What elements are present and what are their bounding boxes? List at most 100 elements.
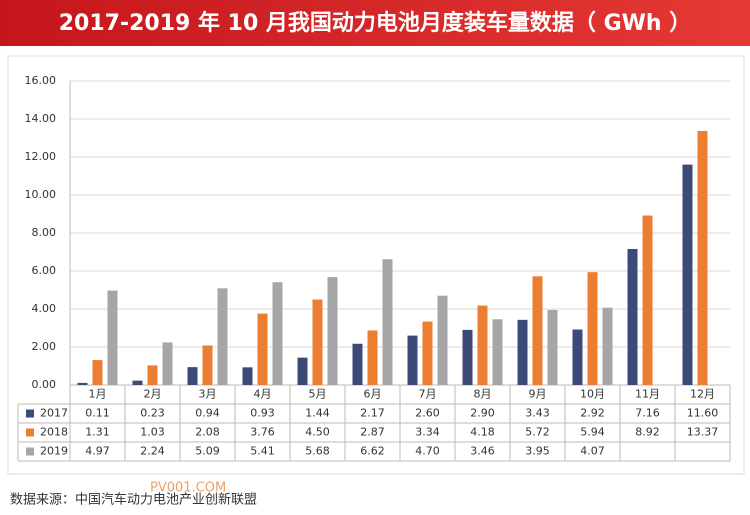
table-cell: 3.46 — [470, 445, 495, 458]
bar — [162, 342, 173, 385]
legend-label: 2017 — [40, 407, 68, 420]
x-tick-label: 5月 — [309, 388, 327, 401]
bar — [92, 360, 103, 385]
table-cell: 2.60 — [415, 407, 440, 420]
table-cell: 4.97 — [85, 445, 110, 458]
x-tick-label: 10月 — [580, 388, 605, 401]
bar — [217, 288, 228, 385]
table-cell: 13.37 — [687, 426, 719, 439]
table-cell: 0.93 — [250, 407, 275, 420]
legend-swatch — [26, 409, 34, 418]
table-cell: 4.18 — [470, 426, 495, 439]
bar — [587, 272, 598, 385]
table-cell: 0.23 — [140, 407, 165, 420]
table-cell: 11.60 — [687, 407, 719, 420]
x-tick-label: 7月 — [419, 388, 437, 401]
table-cell: 5.72 — [525, 426, 550, 439]
x-tick-label: 2月 — [144, 388, 162, 401]
table-cell: 0.94 — [195, 407, 220, 420]
bar — [107, 290, 118, 385]
table-cell: 2.08 — [195, 426, 220, 439]
bar — [257, 313, 268, 385]
table-cell: 2.17 — [360, 407, 385, 420]
table-cell: 5.68 — [305, 445, 330, 458]
y-tick-label: 10.00 — [25, 188, 57, 201]
table-cell: 0.11 — [85, 407, 110, 420]
table-cell: 2.92 — [580, 407, 605, 420]
watermark: PV001.COM — [150, 481, 226, 496]
bar — [187, 367, 198, 385]
bar — [272, 282, 283, 385]
table-cell: 1.31 — [85, 426, 110, 439]
bar — [492, 319, 503, 385]
y-tick-label: 4.00 — [32, 302, 57, 315]
bar — [627, 248, 638, 385]
bar — [682, 164, 693, 385]
bar — [312, 299, 323, 385]
bar — [297, 357, 308, 385]
x-tick-label: 1月 — [89, 388, 107, 401]
y-tick-label: 2.00 — [32, 340, 57, 353]
bar — [517, 319, 528, 385]
legend-swatch — [26, 428, 34, 437]
table-cell: 2.90 — [470, 407, 495, 420]
bar — [547, 309, 558, 385]
bar — [697, 130, 708, 385]
bar — [352, 343, 363, 385]
bar — [382, 259, 393, 385]
table-cell: 5.94 — [580, 426, 605, 439]
bar — [327, 277, 338, 385]
table-cell: 6.62 — [360, 445, 385, 458]
bar — [572, 329, 583, 385]
x-tick-label: 9月 — [529, 388, 547, 401]
table-cell: 5.41 — [250, 445, 275, 458]
table-cell: 4.50 — [305, 426, 330, 439]
legend-label: 2018 — [40, 426, 68, 439]
table-cell: 8.92 — [635, 426, 660, 439]
table-cell: 2.24 — [140, 445, 165, 458]
bar — [437, 295, 448, 385]
bar — [532, 276, 543, 385]
table-cell: 3.95 — [525, 445, 550, 458]
bar — [477, 305, 488, 385]
y-tick-label: 8.00 — [32, 226, 57, 239]
table-cell: 4.07 — [580, 445, 605, 458]
legend-swatch — [26, 447, 34, 456]
y-tick-label: 12.00 — [25, 150, 57, 163]
y-tick-label: 6.00 — [32, 264, 57, 277]
bar — [202, 345, 213, 385]
x-tick-label: 12月 — [690, 388, 715, 401]
table-cell: 2.87 — [360, 426, 385, 439]
x-tick-label: 6月 — [364, 388, 382, 401]
y-tick-label: 14.00 — [25, 112, 57, 125]
y-tick-label: 0.00 — [32, 378, 57, 391]
bar — [132, 380, 143, 385]
bar — [367, 330, 378, 385]
title-banner — [0, 0, 750, 46]
source: 数据来源：中国汽车动力电池产业创新联盟 — [10, 492, 257, 508]
table-cell: 4.70 — [415, 445, 440, 458]
table-cell: 7.16 — [635, 407, 660, 420]
table-cell: 1.44 — [305, 407, 330, 420]
x-tick-label: 11月 — [635, 388, 660, 401]
legend-label: 2019 — [40, 445, 68, 458]
bar — [407, 335, 418, 385]
bar — [602, 307, 613, 385]
chart-title: 2017-2019 年 10 月我国动力电池月度装车量数据（ GWh ） — [59, 10, 692, 36]
table-cell: 5.09 — [195, 445, 220, 458]
table-cell: 3.34 — [415, 426, 440, 439]
y-tick-label: 16.00 — [25, 74, 57, 87]
x-tick-label: 4月 — [254, 388, 272, 401]
bar — [147, 365, 158, 385]
bar — [642, 215, 653, 385]
bar — [422, 321, 433, 385]
table-cell: 3.43 — [525, 407, 550, 420]
x-tick-label: 3月 — [199, 388, 217, 401]
bar — [462, 329, 473, 385]
table-cell: 1.03 — [140, 426, 165, 439]
bar — [77, 382, 88, 385]
table-cell: 3.76 — [250, 426, 275, 439]
bar — [242, 367, 253, 385]
